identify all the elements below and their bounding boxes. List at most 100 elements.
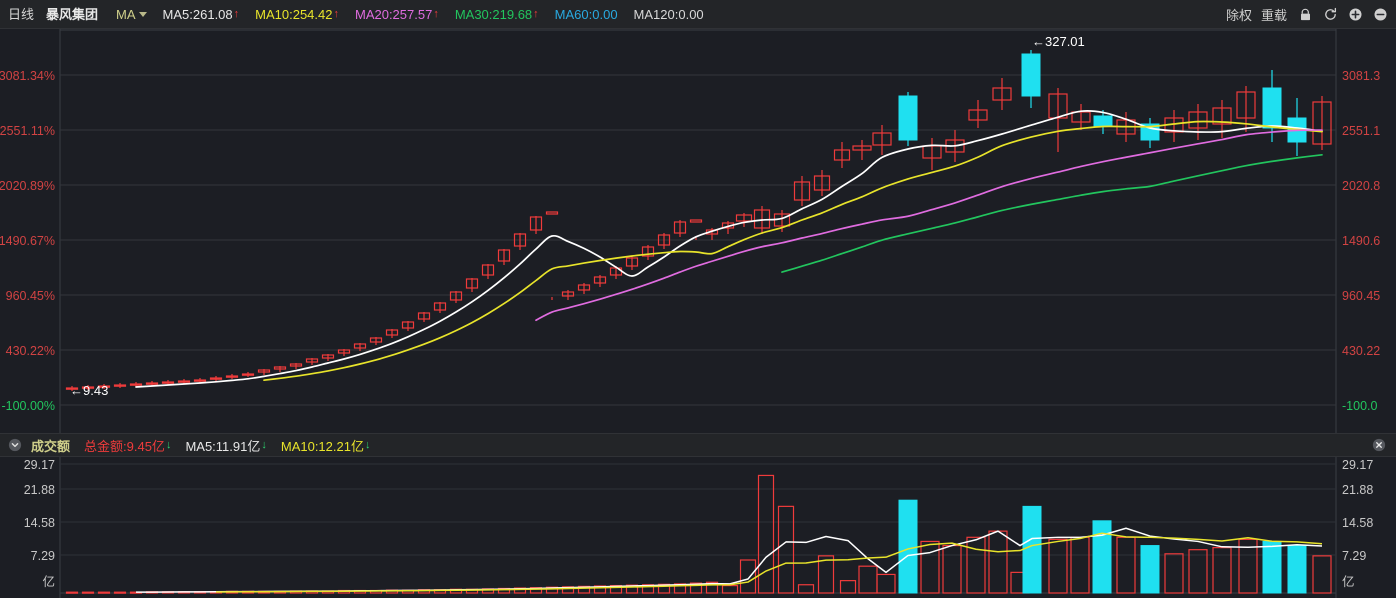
- ma30-line: [781, 153, 1323, 273]
- candle-body-hollow: [193, 379, 207, 382]
- volume-bar-down: [1287, 545, 1307, 594]
- chevron-down-icon[interactable]: [7, 437, 23, 453]
- candle-body-hollow: [561, 291, 575, 297]
- volume-bar-up: [1164, 553, 1184, 594]
- indicator-2: MA20:257.57 ↑: [355, 7, 439, 22]
- indicator-5: MA120:0.00: [634, 7, 704, 22]
- volume-bar-up: [577, 585, 591, 594]
- candle-body-hollow: [337, 349, 351, 354]
- refresh-icon[interactable]: [1321, 5, 1339, 23]
- candle-body-hollow: [433, 302, 447, 311]
- candle-body-hollow: [813, 175, 831, 191]
- price-axis-label-right: 2551.1: [1342, 124, 1380, 138]
- price-axis-label-left: 2020.89%: [0, 179, 55, 193]
- ex-rights-button[interactable]: 除权: [1225, 7, 1252, 23]
- ma-dropdown-button[interactable]: MA: [116, 0, 147, 29]
- price-axis-label-left: 430.22%: [6, 344, 55, 358]
- volume-bar-up: [1116, 536, 1136, 594]
- candle-body-hollow: [129, 383, 143, 386]
- candle-body-hollow: [641, 246, 655, 257]
- zoom-out-icon[interactable]: [1371, 5, 1389, 23]
- ma10-line: [263, 120, 1323, 382]
- trend-up-icon: ↑: [333, 8, 339, 20]
- candle-body-hollow: [241, 373, 255, 376]
- candle: [225, 374, 239, 379]
- trend-down-icon: ↓: [364, 439, 371, 451]
- low-price-label: ←9.43: [70, 383, 108, 398]
- candle-body-hollow: [593, 276, 607, 284]
- candle: [992, 78, 1012, 110]
- volume-bar-up: [1048, 538, 1068, 594]
- volume-plot: 29.17 29.17 21.88 21.88 14.58 14.58 7.29 7.29 亿 亿: [24, 457, 1373, 598]
- candle: [401, 321, 415, 331]
- reload-button[interactable]: 重载: [1260, 7, 1287, 23]
- candle-body-hollow: [872, 132, 892, 146]
- volume-bar-down: [898, 499, 918, 594]
- candle-body-filled: [1021, 53, 1041, 97]
- volume-bar-up: [609, 584, 623, 594]
- stock-name-label[interactable]: 暴风集团: [46, 6, 99, 22]
- volume-bar-up: [942, 544, 962, 594]
- candle-body-hollow: [417, 312, 431, 320]
- candle: [1140, 118, 1160, 148]
- candle: [257, 369, 271, 375]
- chevron-down-icon: [138, 11, 147, 17]
- candle-body-hollow: [705, 229, 719, 235]
- candle: [922, 138, 942, 170]
- ma-dropdown-label: MA: [116, 6, 136, 22]
- indicator-values: MA5:261.08 ↑ MA10:254.42 ↑ MA20:257.57 ↑ MA30:…: [147, 7, 704, 22]
- volume-bar-up: [876, 573, 896, 594]
- candle-body-hollow: [689, 219, 703, 223]
- trend-down-icon: ↓: [261, 439, 267, 451]
- candle-body-hollow: [852, 145, 872, 151]
- candle: [705, 228, 719, 240]
- volume-chart-panel[interactable]: 29.17 29.17 21.88 21.88 14.58 14.58 7.29 7.29 亿 亿: [0, 457, 1396, 598]
- zoom-in-icon[interactable]: [1346, 5, 1364, 23]
- candle-body-hollow: [992, 87, 1012, 101]
- candle: [81, 385, 95, 390]
- candle: [273, 366, 287, 372]
- candle-body-hollow: [673, 221, 687, 234]
- candle-body-hollow: [1188, 111, 1208, 129]
- candle-body-hollow: [225, 375, 239, 378]
- trend-up-icon: ↑: [233, 8, 240, 20]
- period-label[interactable]: 日线: [8, 6, 35, 22]
- volume-bar-up: [777, 505, 795, 594]
- candle: [65, 386, 79, 391]
- candle-body-hollow: [385, 329, 399, 336]
- price-axis-label-right: 1490.6: [1342, 234, 1380, 248]
- price-axis-label-left: 960.45%: [6, 289, 55, 303]
- candle: [289, 363, 303, 369]
- candle-body-hollow: [145, 382, 159, 385]
- volume-bar-up: [988, 530, 1008, 594]
- candle-body-hollow: [657, 234, 671, 246]
- candle-body-filled: [1093, 115, 1113, 127]
- close-icon[interactable]: [1371, 437, 1387, 453]
- volume-bar-up: [966, 536, 986, 594]
- candle: [417, 312, 431, 322]
- volume-axis-label-left: 14.58: [24, 516, 55, 530]
- candle: [577, 283, 591, 294]
- volume-bar-up: [817, 555, 835, 594]
- price-chart-panel[interactable]: 3081.34% 3081.3 2551.11% 2551.1 2020.89% 2020…: [0, 29, 1396, 433]
- top-toolbar: 日线 暴风集团 MA MA5:261.08 ↑ MA10:254.42 ↑ MA20:2…: [0, 0, 1396, 29]
- volume-axis-label-left: 29.17: [24, 458, 55, 472]
- indicator-1: MA10:254.42 ↑: [255, 7, 339, 22]
- volume-bar-up: [1070, 536, 1090, 594]
- candle: [545, 211, 559, 300]
- price-axis-label-right: -100.0: [1342, 399, 1377, 413]
- volume-title: 成交额: [31, 438, 71, 454]
- candle: [735, 213, 753, 227]
- candle: [852, 140, 872, 160]
- volume-bar-up: [593, 585, 607, 594]
- candle-body-hollow: [1236, 91, 1256, 119]
- candle-body-hollow: [305, 358, 319, 363]
- volume-axis-label-right: 亿: [1342, 574, 1355, 589]
- candle: [97, 384, 111, 389]
- lock-icon[interactable]: [1296, 5, 1314, 23]
- candle-body-hollow: [177, 380, 191, 383]
- candle: [353, 343, 367, 351]
- volume-bar-up: [1312, 555, 1332, 594]
- volume-indicator-0: 总金额:9.45亿 ↓: [84, 436, 171, 455]
- indicator-label: MA10:254.42: [255, 6, 333, 22]
